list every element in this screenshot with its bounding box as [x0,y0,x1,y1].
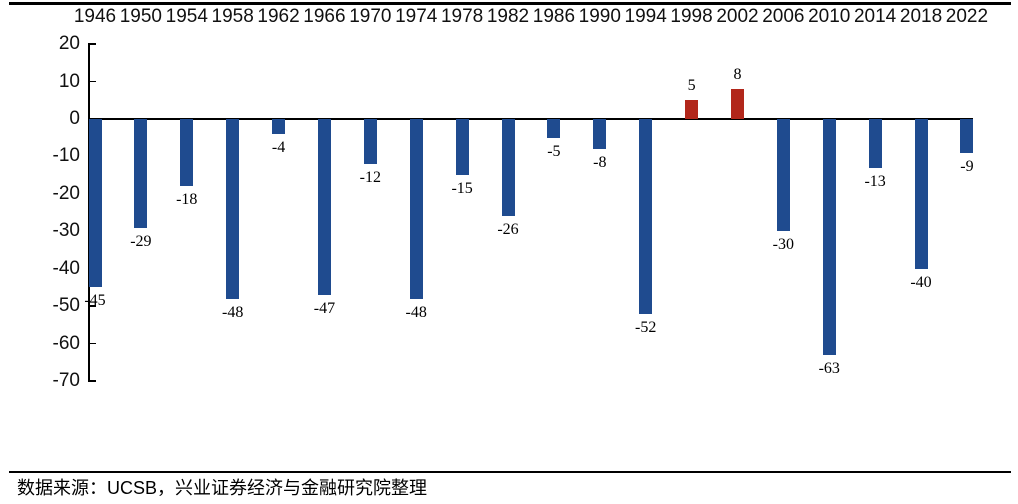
bar-1970 [363,119,377,164]
y-tick-label: -30 [52,220,80,242]
x-axis-label: 2022 [945,6,989,27]
bar-2018 [914,119,928,269]
value-label-1982: -26 [497,221,519,239]
value-label-1966: -47 [313,299,336,317]
bar-2002 [730,89,744,119]
value-label-1958: -48 [221,303,244,321]
x-axis-label: 1982 [486,6,530,27]
top-divider [9,2,1011,5]
value-label-1954: -18 [176,191,198,209]
value-label-1986: -5 [547,142,561,160]
x-axis-label: 1994 [624,6,667,27]
x-axis-label: 1990 [578,6,621,27]
y-tick-label: 20 [58,33,80,55]
value-label-1978: -15 [451,180,473,198]
bar-2010 [822,119,836,355]
x-axis-label: 1962 [257,6,300,27]
y-tick-label: -10 [52,145,80,167]
bar-1974 [409,119,423,299]
bar-2006 [776,119,790,232]
y-tick-label: -40 [52,257,80,279]
bar-1950 [134,119,148,228]
bar-1946 [88,119,102,288]
bar-1998 [685,100,699,119]
x-axis-label: 2014 [853,6,897,27]
y-tick-label: -50 [52,295,80,317]
bar-1986 [547,119,561,138]
value-label-1970: -12 [359,168,381,186]
source-note: 数据来源：UCSB，兴业证券经济与金融研究院整理 [17,478,428,498]
value-label-1974: -48 [405,303,427,321]
value-label-1946: -45 [84,292,106,310]
y-tick-mark [88,305,96,307]
bar-1954 [180,119,194,187]
bar-1990 [593,119,607,149]
bar-2014 [868,119,882,168]
y-tick-label: -20 [52,182,80,204]
bar-2022 [960,119,974,153]
x-axis-label: 1978 [440,6,484,27]
y-tick-mark [88,380,96,382]
value-label-2010: -63 [818,359,840,377]
x-axis-label: 1958 [211,6,254,27]
zero-line [88,118,974,120]
bar-1994 [639,119,653,314]
y-tick-label: 0 [69,108,80,129]
x-axis-label: 2006 [762,6,805,27]
value-label-2014: -13 [864,172,886,190]
y-tick-mark [88,80,96,83]
y-tick-mark [88,43,96,45]
value-label-1998: 5 [687,77,696,95]
bar-1966 [317,119,331,295]
x-axis-label: 1974 [395,6,438,27]
y-tick-label: 10 [58,70,80,92]
bar-1962 [272,119,286,134]
x-axis-label: 1998 [670,6,713,27]
value-label-1962: -4 [271,138,286,156]
x-axis-label: 2002 [716,6,759,27]
x-axis-label: 2018 [899,6,943,27]
value-label-2006: -30 [772,236,794,254]
value-label-1950: -29 [130,232,152,250]
bottom-divider [9,471,1011,473]
bar-1982 [501,119,515,217]
x-axis-label: 1950 [119,6,163,27]
x-axis-label: 1946 [73,6,117,27]
value-label-1990: -8 [593,153,607,171]
x-axis-label: 1966 [303,6,346,27]
bar-1958 [226,119,240,299]
value-label-1994: -52 [635,318,657,336]
value-label-2022: -9 [960,157,974,175]
x-axis-label: 2010 [808,6,851,27]
value-label-2002: 8 [733,66,742,84]
y-tick-label: -60 [52,332,80,354]
y-tick-label: -70 [52,370,80,392]
x-axis-label: 1954 [165,6,208,27]
x-axis-label: 1970 [349,6,392,27]
y-tick-mark [88,342,96,345]
value-label-2018: -40 [910,273,932,291]
bar-1978 [455,119,469,176]
x-axis-label: 1986 [532,6,576,27]
